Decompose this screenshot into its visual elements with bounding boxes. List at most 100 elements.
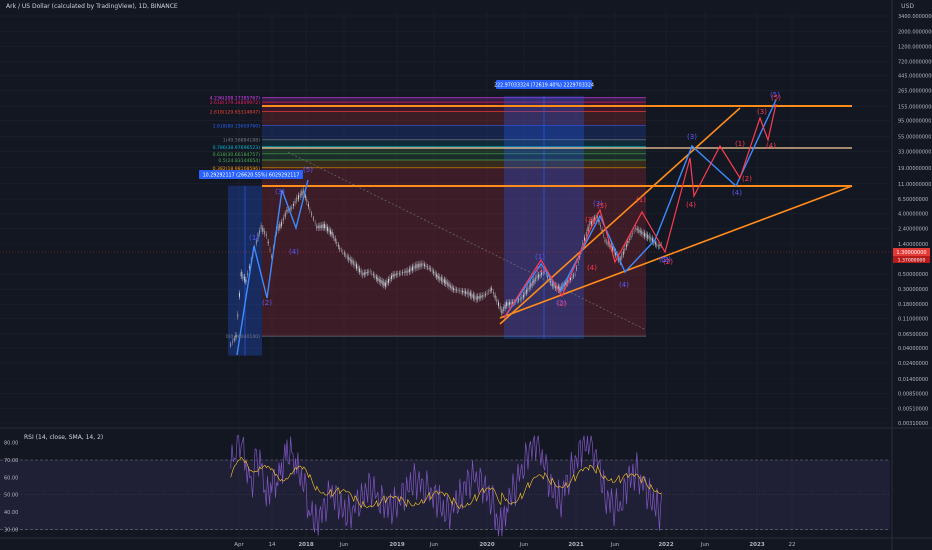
- candle-body: [468, 291, 470, 296]
- fib-level-label: 2.618(129.65314847): [210, 110, 261, 116]
- wave-label: (4): [686, 201, 696, 209]
- x-tick-label: 14: [269, 542, 276, 548]
- candle-body: [247, 272, 249, 276]
- candle-body: [533, 279, 535, 284]
- wave-label: (2): [557, 300, 567, 308]
- candle-body: [636, 228, 638, 231]
- candle-body: [625, 244, 627, 248]
- candle-body: [510, 302, 512, 305]
- candle-body: [571, 276, 573, 279]
- candle-body: [494, 295, 496, 299]
- wave-label: (1): [735, 140, 745, 148]
- orange-channel-upper: [499, 107, 741, 325]
- y-tick-label: 0.18000000: [898, 302, 928, 308]
- candle-body: [659, 244, 661, 247]
- candle-body: [311, 213, 313, 215]
- candle-body: [454, 288, 456, 291]
- y-tick-label: 1200.00000000: [898, 44, 932, 50]
- candle-body: [260, 225, 262, 230]
- candle-body: [279, 224, 281, 229]
- x-tick-label: Jun: [610, 542, 620, 548]
- candle-body: [524, 292, 526, 296]
- wave-label: (2): [556, 299, 566, 307]
- candle-body: [377, 277, 379, 281]
- candle-body: [343, 253, 345, 255]
- time-axis[interactable]: Apr 14 2018 Jun 2019 Jun 2020 Jun 2021 Jun 2022 Jun…: [0, 537, 932, 548]
- candle-body: [569, 278, 571, 281]
- candle-body: [445, 280, 447, 285]
- rsi-line: [230, 435, 663, 537]
- candle-body: [497, 302, 499, 306]
- candle-body: [339, 248, 341, 250]
- candle-body: [554, 284, 556, 289]
- candle-body: [334, 238, 336, 241]
- candle-body: [291, 207, 293, 209]
- candle-body: [264, 230, 266, 235]
- candle-body: [577, 261, 579, 263]
- candle-body: [372, 274, 374, 276]
- candle-body: [488, 291, 490, 293]
- y-tick-label: 720.00000000: [898, 59, 932, 65]
- candle-body: [457, 290, 459, 291]
- candle-body: [384, 282, 386, 287]
- candle-body: [654, 241, 656, 245]
- wave-label: (3): [593, 200, 603, 208]
- candle-body: [516, 300, 518, 302]
- blue-wave-2017: [236, 179, 309, 356]
- price-axis[interactable]: 3400.00000000 2000.00000000 1200.00000000 7…: [891, 0, 932, 550]
- candle-body: [462, 290, 464, 293]
- candle-body: [296, 197, 298, 202]
- candle-body: [639, 230, 641, 233]
- drawing-lines: [0, 99, 892, 356]
- current-price-badge: 1.30000000 1.37000000: [893, 248, 930, 264]
- candle-body: [383, 281, 385, 286]
- candle-body: [346, 255, 348, 259]
- candle-body: [417, 263, 419, 268]
- candle-body: [319, 225, 321, 229]
- candle-body: [622, 251, 624, 255]
- red-wave-projection: [503, 103, 777, 319]
- candle-body: [530, 283, 532, 288]
- candle-body: [512, 302, 514, 304]
- y-tick-label: 155.00000000: [898, 104, 932, 110]
- candle-body: [267, 241, 269, 244]
- candle-body: [235, 334, 237, 338]
- candle-body: [538, 274, 540, 278]
- candle-body: [369, 271, 371, 272]
- candle-body: [650, 236, 652, 241]
- fib-zones: [228, 96, 646, 356]
- candle-body: [314, 222, 316, 224]
- candle-body: [615, 251, 617, 256]
- candle-body: [257, 235, 259, 239]
- candle-body: [394, 273, 396, 277]
- candle-body: [576, 267, 578, 269]
- candle-body: [416, 264, 418, 269]
- wave-label: (5): [770, 91, 780, 99]
- candle-body: [465, 291, 467, 294]
- candle-body: [327, 227, 329, 232]
- y-tick-label: 0.06500000: [898, 332, 928, 338]
- wave-label: (4): [289, 248, 299, 256]
- fib-level-label: 1(49.56884188): [223, 138, 260, 144]
- y-tick-label: 6.50000000: [898, 197, 928, 203]
- price-badge-text: 1.30000000: [896, 250, 926, 256]
- candle-body: [363, 272, 365, 276]
- dotted-trendline: [287, 151, 647, 331]
- candle-body: [502, 307, 504, 312]
- candle-body: [231, 341, 233, 343]
- candle-body: [439, 276, 441, 281]
- candle-body: [621, 254, 623, 259]
- candle-body: [597, 215, 599, 218]
- price-badge-bg: [893, 248, 930, 256]
- candle-body: [651, 238, 653, 242]
- candle-body: [403, 271, 405, 274]
- y-tick-label: 0.00310000: [898, 421, 928, 427]
- measure-label-bg: [199, 170, 303, 179]
- candle-body: [592, 218, 594, 223]
- candle-body: [422, 263, 424, 266]
- candle-body: [297, 195, 299, 200]
- candle-body: [579, 255, 581, 258]
- candle-body: [469, 292, 471, 297]
- rsi-y-tick-label: 70.00: [4, 458, 18, 464]
